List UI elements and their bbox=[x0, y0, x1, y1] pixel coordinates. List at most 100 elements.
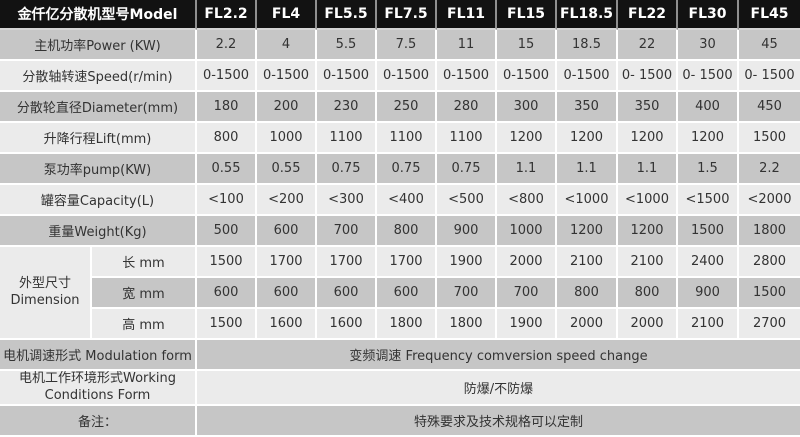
spec-value-cell: 0.75 bbox=[317, 154, 377, 185]
spec-value-cell: 30 bbox=[678, 30, 739, 61]
spec-value-cell: <1500 bbox=[678, 185, 739, 216]
model-header-cell: FL22 bbox=[618, 0, 678, 30]
row-label: 重量Weight(Kg) bbox=[0, 216, 197, 247]
spec-value-cell: 280 bbox=[437, 92, 497, 123]
spec-value-cell: 1200 bbox=[557, 216, 618, 247]
spec-value-cell: 800 bbox=[557, 278, 618, 309]
spec-value-cell: 350 bbox=[557, 92, 618, 123]
spec-value-cell: 18.5 bbox=[557, 30, 618, 61]
model-header-cell: FL2.2 bbox=[197, 0, 257, 30]
spec-value-cell: 800 bbox=[618, 278, 678, 309]
spec-value-cell: 800 bbox=[197, 123, 257, 154]
spec-value-cell: 180 bbox=[197, 92, 257, 123]
spec-value-cell: 0-1500 bbox=[557, 61, 618, 92]
spec-value-cell: <500 bbox=[437, 185, 497, 216]
merged-row-modulation: 电机调速形式 Modulation form 变频调速 Frequency co… bbox=[0, 340, 800, 371]
spec-value-cell: 600 bbox=[257, 216, 317, 247]
spec-value-cell: 15 bbox=[497, 30, 557, 61]
spec-value-cell: 500 bbox=[197, 216, 257, 247]
spec-value-cell: 900 bbox=[437, 216, 497, 247]
row-label: 备注： bbox=[0, 406, 197, 437]
merged-value-cell: 防爆/不防爆 bbox=[197, 371, 800, 406]
spec-value-cell: 1200 bbox=[557, 123, 618, 154]
spec-value-cell: 1200 bbox=[618, 123, 678, 154]
row-label: 分散轴转速Speed(r/min) bbox=[0, 61, 197, 92]
spec-value-cell: 0.75 bbox=[377, 154, 437, 185]
dimension-row-width: 宽 mm 600 600 600 600 700 700 800 800 900… bbox=[0, 278, 800, 309]
row-label: 电机调速形式 Modulation form bbox=[0, 340, 197, 371]
spec-value-cell: <100 bbox=[197, 185, 257, 216]
spec-value-cell: 600 bbox=[257, 278, 317, 309]
spec-value-cell: <800 bbox=[497, 185, 557, 216]
spec-value-cell: 1700 bbox=[377, 247, 437, 278]
spec-value-cell: 1500 bbox=[739, 123, 800, 154]
spec-value-cell: 450 bbox=[739, 92, 800, 123]
dimension-row-length: 外型尺寸 Dimension 长 mm 1500 1700 1700 1700 … bbox=[0, 247, 800, 340]
spec-value-cell: 2100 bbox=[557, 247, 618, 278]
spec-value-cell: <1000 bbox=[618, 185, 678, 216]
spec-value-cell: 1800 bbox=[437, 309, 497, 340]
spec-value-cell: 4 bbox=[257, 30, 317, 61]
spec-value-cell: 1900 bbox=[497, 309, 557, 340]
spec-row-lift: 升降行程Lift(mm) 800 1000 1100 1100 1100 120… bbox=[0, 123, 800, 154]
spec-value-cell: 0-1500 bbox=[497, 61, 557, 92]
spec-value-cell: 0- 1500 bbox=[739, 61, 800, 92]
spec-value-cell: 1500 bbox=[197, 309, 257, 340]
spec-value-cell: 1100 bbox=[377, 123, 437, 154]
spec-value-cell: 1200 bbox=[497, 123, 557, 154]
spec-value-cell: 0-1500 bbox=[377, 61, 437, 92]
spec-value-cell: 45 bbox=[739, 30, 800, 61]
merged-value-cell: 变频调速 Frequency comversion speed change bbox=[197, 340, 800, 371]
spec-value-cell: 1200 bbox=[618, 216, 678, 247]
spec-row-diameter: 分散轮直径Diameter(mm) 180 200 230 250 280 30… bbox=[0, 92, 800, 123]
dimension-group-cell: 外型尺寸 Dimension bbox=[0, 247, 92, 340]
spec-value-cell: 2700 bbox=[739, 309, 800, 340]
spec-value-cell: 2000 bbox=[557, 309, 618, 340]
spec-row-pump: 泵功率pump(KW) 0.55 0.55 0.75 0.75 0.75 1.1… bbox=[0, 154, 800, 185]
spec-value-cell: <400 bbox=[377, 185, 437, 216]
spec-value-cell: 600 bbox=[377, 278, 437, 309]
spec-value-cell: 0-1500 bbox=[197, 61, 257, 92]
spec-value-cell: 0- 1500 bbox=[678, 61, 739, 92]
row-label: 高 mm bbox=[92, 309, 197, 340]
spec-value-cell: 1700 bbox=[257, 247, 317, 278]
spec-value-cell: 2.2 bbox=[197, 30, 257, 61]
spec-value-cell: 1200 bbox=[678, 123, 739, 154]
spec-value-cell: 22 bbox=[618, 30, 678, 61]
model-header-cell: FL11 bbox=[437, 0, 497, 30]
spec-value-cell: <200 bbox=[257, 185, 317, 216]
spec-value-cell: 2100 bbox=[618, 247, 678, 278]
spec-value-cell: 1.1 bbox=[618, 154, 678, 185]
spec-value-cell: 400 bbox=[678, 92, 739, 123]
spec-value-cell: 1100 bbox=[437, 123, 497, 154]
spec-value-cell: <300 bbox=[317, 185, 377, 216]
spec-value-cell: 0- 1500 bbox=[618, 61, 678, 92]
spec-value-cell: 1100 bbox=[317, 123, 377, 154]
model-header-cell: FL15 bbox=[497, 0, 557, 30]
row-label: 泵功率pump(KW) bbox=[0, 154, 197, 185]
spec-value-cell: 1.5 bbox=[678, 154, 739, 185]
spec-value-cell: 1500 bbox=[678, 216, 739, 247]
spec-value-cell: 2800 bbox=[739, 247, 800, 278]
spec-value-cell: 300 bbox=[497, 92, 557, 123]
spec-value-cell: 1800 bbox=[739, 216, 800, 247]
spec-value-cell: 0-1500 bbox=[437, 61, 497, 92]
table-title-cell: 金仟亿分散机型号Model bbox=[0, 0, 197, 30]
spec-value-cell: 0.55 bbox=[197, 154, 257, 185]
dimension-group-label-en: Dimension bbox=[10, 292, 80, 308]
spec-value-cell: 2.2 bbox=[739, 154, 800, 185]
spec-value-cell: 0.75 bbox=[437, 154, 497, 185]
spec-value-cell: 250 bbox=[377, 92, 437, 123]
row-label: 长 mm bbox=[92, 247, 197, 278]
dimension-group-label-cn: 外型尺寸 bbox=[18, 276, 71, 292]
spec-value-cell: 600 bbox=[197, 278, 257, 309]
spec-value-cell: 1600 bbox=[257, 309, 317, 340]
row-label: 升降行程Lift(mm) bbox=[0, 123, 197, 154]
spec-value-cell: 1.1 bbox=[557, 154, 618, 185]
spec-value-cell: 0.55 bbox=[257, 154, 317, 185]
spec-row-weight: 重量Weight(Kg) 500 600 700 800 900 1000 12… bbox=[0, 216, 800, 247]
model-header-cell: FL4 bbox=[257, 0, 317, 30]
spec-value-cell: 11 bbox=[437, 30, 497, 61]
spec-value-cell: <1000 bbox=[557, 185, 618, 216]
